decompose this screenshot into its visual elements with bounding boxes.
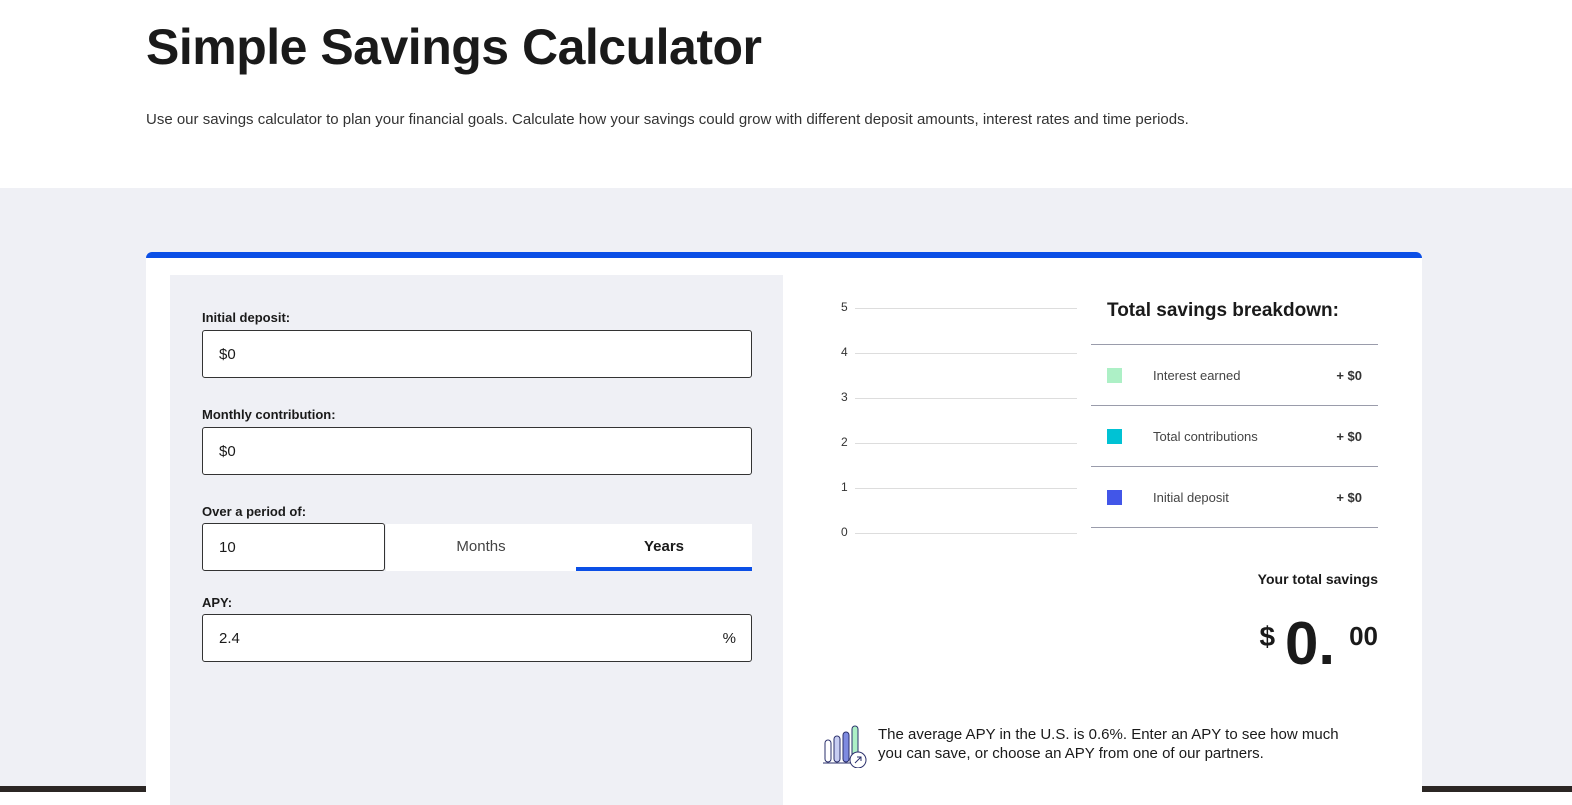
legend-swatch (1107, 368, 1122, 383)
total-savings-amount: $ 0. 00 (1259, 613, 1378, 675)
y-tick-label: 3 (841, 390, 848, 404)
breakdown-value: + $0 (1336, 490, 1362, 505)
total-whole: 0. (1285, 610, 1336, 677)
y-tick-label: 2 (841, 435, 848, 449)
currency-symbol: $ (1259, 621, 1276, 652)
initial-deposit-input[interactable]: $0 (202, 330, 752, 378)
gridline (855, 308, 1077, 309)
breakdown-row-interest: Interest earned + $0 (1091, 344, 1378, 405)
percent-unit: % (722, 630, 736, 647)
total-cents: 00 (1349, 621, 1378, 651)
input-panel: Initial deposit: $0 Monthly contribution… (170, 275, 783, 805)
period-input[interactable]: 10 (202, 523, 385, 571)
monthly-contribution-input[interactable]: $0 (202, 427, 752, 475)
y-tick-label: 4 (841, 345, 848, 359)
apy-label: APY: (202, 595, 233, 610)
tab-months[interactable]: Months (386, 524, 576, 571)
y-tick-label: 1 (841, 480, 848, 494)
breakdown-row-initial: Initial deposit + $0 (1091, 466, 1378, 528)
average-apy-note: The average APY in the U.S. is 0.6%. Ent… (878, 726, 1339, 762)
gridline (855, 533, 1077, 534)
calculator-card: Initial deposit: $0 Monthly contribution… (146, 252, 1422, 805)
gridline (855, 443, 1077, 444)
legend-swatch (1107, 429, 1122, 444)
total-savings-label: Your total savings (1257, 571, 1378, 587)
apy-value: 2.4 (219, 630, 240, 647)
legend-swatch (1107, 490, 1122, 505)
y-tick-label: 0 (841, 525, 848, 539)
breakdown-value: + $0 (1336, 429, 1362, 444)
gridline (855, 488, 1077, 489)
page-title: Simple Savings Calculator (146, 19, 762, 75)
y-tick-label: 5 (841, 300, 848, 314)
period-label: Over a period of: (202, 504, 307, 519)
tab-years[interactable]: Years (576, 524, 752, 571)
gridline (855, 353, 1077, 354)
breakdown-title: Total savings breakdown: (1107, 300, 1339, 321)
breakdown-row-contributions: Total contributions + $0 (1091, 405, 1378, 466)
page-subtitle: Use our savings calculator to plan your … (146, 111, 1189, 128)
breakdown-label: Initial deposit (1153, 490, 1229, 505)
apy-input[interactable]: 2.4% (202, 614, 752, 662)
initial-deposit-label: Initial deposit: (202, 310, 291, 325)
breakdown-label: Total contributions (1153, 429, 1258, 444)
breakdown-label: Interest earned (1153, 368, 1241, 383)
breakdown-value: + $0 (1336, 368, 1362, 383)
bar-chart-arrow-icon (823, 725, 867, 768)
monthly-contribution-label: Monthly contribution: (202, 407, 336, 422)
gridline (855, 398, 1077, 399)
